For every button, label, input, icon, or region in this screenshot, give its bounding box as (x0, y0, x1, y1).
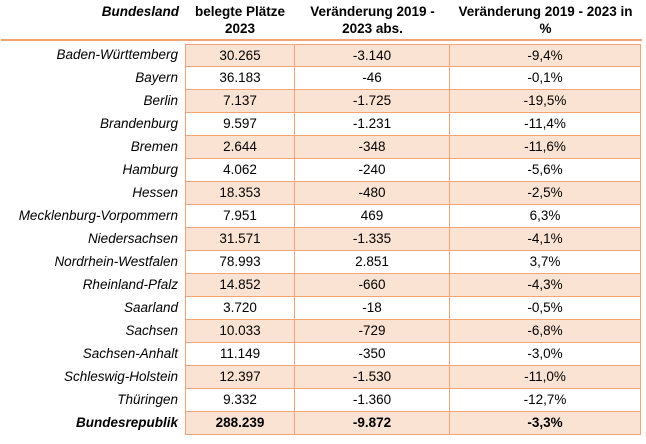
cell-pct: -11,0% (450, 366, 641, 389)
table-row: Rheinland-Pfalz 14.852 -660 -4,3% (1, 274, 642, 297)
cell-pct: -11,4% (450, 113, 641, 136)
cell-plaetze: 288.239 (185, 412, 295, 435)
cell-plaetze: 12.397 (185, 366, 295, 389)
cell-abs: -350 (295, 343, 450, 366)
cell-plaetze: 10.033 (185, 320, 295, 343)
cell-abs: -1.335 (295, 228, 450, 251)
cell-plaetze: 18.353 (185, 182, 295, 205)
cell-abs: -1.725 (295, 90, 450, 113)
column-header-pct: Veränderung 2019 - 2023 in % (458, 4, 633, 36)
cell-bundesland: Bundesrepublik (1, 412, 185, 435)
cell-abs: 469 (295, 205, 450, 228)
column-header-abs: Veränderung 2019 - 2023 abs. (310, 4, 435, 36)
cell-pct: -0,1% (450, 67, 641, 90)
cell-pct: -3,3% (450, 412, 641, 435)
table-row: Thüringen 9.332 -1.360 -12,7% (1, 389, 642, 412)
cell-pct: -4,3% (450, 274, 641, 297)
cell-plaetze: 31.571 (185, 228, 295, 251)
bundesland-table: Bundesland belegte Plätze 2023 Veränderung… (1, 0, 642, 435)
cell-bundesland: Hessen (1, 182, 185, 205)
cell-pct: -2,5% (450, 182, 641, 205)
cell-abs: -480 (295, 182, 450, 205)
cell-pct: -5,6% (450, 159, 641, 182)
cell-abs: -46 (295, 67, 450, 90)
cell-bundesland: Saarland (1, 297, 185, 320)
table-body: Baden-Württemberg 30.265 -3.140 -9,4% Bayern… (1, 44, 642, 435)
cell-pct: 6,3% (450, 205, 641, 228)
cell-plaetze: 78.993 (185, 251, 295, 274)
cell-bundesland: Nordrhein-Westfalen (1, 251, 185, 274)
cell-bundesland: Brandenburg (1, 113, 185, 136)
table-row: Mecklenburg-Vorpommern 7.951 469 6,3% (1, 205, 642, 228)
cell-bundesland: Niedersachsen (1, 228, 185, 251)
cell-abs: -1.231 (295, 113, 450, 136)
table-row: Bundesrepublik 288.239 -9.872 -3,3% (1, 412, 642, 435)
cell-abs: -660 (295, 274, 450, 297)
cell-bundesland: Sachsen-Anhalt (1, 343, 185, 366)
table-row: Saarland 3.720 -18 -0,5% (1, 297, 642, 320)
cell-plaetze: 11.149 (185, 343, 295, 366)
cell-abs: -9.872 (295, 412, 450, 435)
column-header-plaetze: belegte Plätze 2023 (194, 4, 286, 36)
table-row: Sachsen 10.033 -729 -6,8% (1, 320, 642, 343)
table-row: Bremen 2.644 -348 -11,6% (1, 136, 642, 159)
cell-pct: -6,8% (450, 320, 641, 343)
cell-plaetze: 2.644 (185, 136, 295, 159)
table-row: Schleswig-Holstein 12.397 -1.530 -11,0% (1, 366, 642, 389)
cell-pct: -12,7% (450, 389, 641, 412)
cell-abs: -1.530 (295, 366, 450, 389)
table-row: Sachsen-Anhalt 11.149 -350 -3,0% (1, 343, 642, 366)
cell-bundesland: Mecklenburg-Vorpommern (1, 205, 185, 228)
cell-pct: -11,6% (450, 136, 641, 159)
cell-bundesland: Sachsen (1, 320, 185, 343)
cell-plaetze: 9.332 (185, 389, 295, 412)
cell-bundesland: Bremen (1, 136, 185, 159)
cell-pct: -9,4% (450, 44, 641, 67)
cell-bundesland: Berlin (1, 90, 185, 113)
cell-pct: -0,5% (450, 297, 641, 320)
cell-plaetze: 14.852 (185, 274, 295, 297)
cell-bundesland: Rheinland-Pfalz (1, 274, 185, 297)
cell-bundesland: Thüringen (1, 389, 185, 412)
table-row: Baden-Württemberg 30.265 -3.140 -9,4% (1, 44, 642, 67)
cell-abs: -729 (295, 320, 450, 343)
cell-abs: -348 (295, 136, 450, 159)
table-row: Hamburg 4.062 -240 -5,6% (1, 159, 642, 182)
column-header-bundesland: Bundesland (101, 4, 179, 19)
cell-abs: 2.851 (295, 251, 450, 274)
cell-bundesland: Baden-Württemberg (1, 44, 185, 67)
cell-pct: 3,7% (450, 251, 641, 274)
table-header: Bundesland belegte Plätze 2023 Veränderung… (1, 0, 642, 41)
cell-plaetze: 36.183 (185, 67, 295, 90)
cell-bundesland: Schleswig-Holstein (1, 366, 185, 389)
table-row: Brandenburg 9.597 -1.231 -11,4% (1, 113, 642, 136)
cell-plaetze: 7.137 (185, 90, 295, 113)
cell-pct: -3,0% (450, 343, 641, 366)
cell-plaetze: 4.062 (185, 159, 295, 182)
table-row: Bayern 36.183 -46 -0,1% (1, 67, 642, 90)
cell-abs: -3.140 (295, 44, 450, 67)
cell-plaetze: 9.597 (185, 113, 295, 136)
cell-abs: -18 (295, 297, 450, 320)
cell-plaetze: 3.720 (185, 297, 295, 320)
cell-plaetze: 30.265 (185, 44, 295, 67)
cell-bundesland: Bayern (1, 67, 185, 90)
cell-plaetze: 7.951 (185, 205, 295, 228)
cell-pct: -19,5% (450, 90, 641, 113)
table-row: Hessen 18.353 -480 -2,5% (1, 182, 642, 205)
cell-bundesland: Hamburg (1, 159, 185, 182)
cell-pct: -4,1% (450, 228, 641, 251)
cell-abs: -1.360 (295, 389, 450, 412)
table-row: Nordrhein-Westfalen 78.993 2.851 3,7% (1, 251, 642, 274)
table-row: Berlin 7.137 -1.725 -19,5% (1, 90, 642, 113)
table-row: Niedersachsen 31.571 -1.335 -4,1% (1, 228, 642, 251)
cell-abs: -240 (295, 159, 450, 182)
